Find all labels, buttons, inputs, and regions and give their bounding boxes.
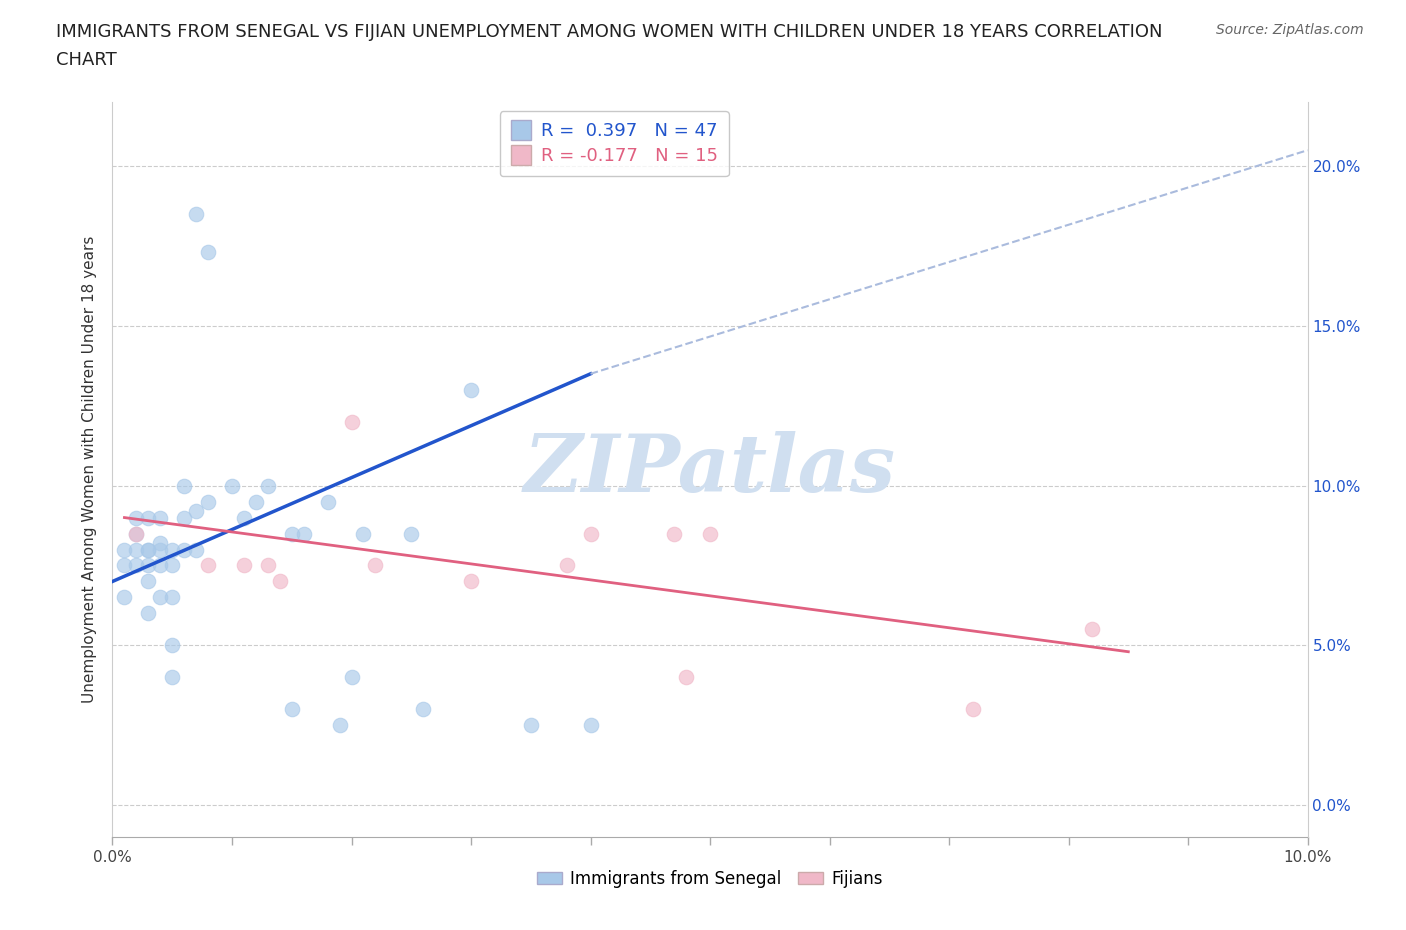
Point — [401, 526, 423, 541]
Point — [114, 590, 135, 604]
Text: Source: ZipAtlas.com: Source: ZipAtlas.com — [1216, 23, 1364, 37]
Point — [197, 494, 219, 509]
Point — [412, 702, 434, 717]
Point — [281, 526, 304, 541]
Point — [233, 511, 256, 525]
Point — [269, 574, 291, 589]
Text: IMMIGRANTS FROM SENEGAL VS FIJIAN UNEMPLOYMENT AMONG WOMEN WITH CHILDREN UNDER 1: IMMIGRANTS FROM SENEGAL VS FIJIAN UNEMPL… — [56, 23, 1163, 41]
Point — [125, 526, 148, 541]
Point — [460, 574, 482, 589]
Point — [186, 206, 208, 221]
Y-axis label: Unemployment Among Women with Children Under 18 years: Unemployment Among Women with Children U… — [82, 236, 97, 703]
Point — [162, 558, 183, 573]
Point — [149, 542, 172, 557]
Point — [257, 558, 280, 573]
Point — [149, 536, 172, 551]
Point — [138, 542, 160, 557]
Point — [460, 382, 482, 397]
Point — [353, 526, 375, 541]
Point — [149, 590, 172, 604]
Point — [555, 558, 578, 573]
Point — [138, 558, 160, 573]
Point — [579, 526, 602, 541]
Point — [579, 718, 602, 733]
Point — [197, 558, 219, 573]
Point — [1081, 622, 1104, 637]
Point — [675, 670, 697, 684]
Point — [125, 511, 148, 525]
Point — [173, 542, 195, 557]
Point — [138, 574, 160, 589]
Point — [664, 526, 686, 541]
Point — [197, 245, 219, 259]
Point — [699, 526, 721, 541]
Point — [162, 670, 183, 684]
Text: ZIPatlas: ZIPatlas — [524, 431, 896, 509]
Point — [162, 542, 183, 557]
Point — [114, 542, 135, 557]
Point — [221, 478, 243, 493]
Text: CHART: CHART — [56, 51, 117, 69]
Legend: Immigrants from Senegal, Fijians: Immigrants from Senegal, Fijians — [530, 863, 890, 895]
Point — [340, 414, 363, 429]
Point — [329, 718, 352, 733]
Point — [173, 511, 195, 525]
Point — [125, 542, 148, 557]
Point — [364, 558, 387, 573]
Point — [162, 590, 183, 604]
Point — [125, 526, 148, 541]
Point — [149, 511, 172, 525]
Point — [162, 638, 183, 653]
Point — [186, 504, 208, 519]
Point — [138, 606, 160, 621]
Point — [316, 494, 339, 509]
Point — [138, 511, 160, 525]
Point — [281, 702, 304, 717]
Point — [340, 670, 363, 684]
Point — [173, 478, 195, 493]
Point — [125, 558, 148, 573]
Point — [245, 494, 267, 509]
Point — [257, 478, 280, 493]
Point — [149, 558, 172, 573]
Point — [186, 542, 208, 557]
Point — [962, 702, 984, 717]
Point — [114, 558, 135, 573]
Point — [233, 558, 256, 573]
Point — [292, 526, 315, 541]
Point — [138, 542, 160, 557]
Point — [520, 718, 543, 733]
